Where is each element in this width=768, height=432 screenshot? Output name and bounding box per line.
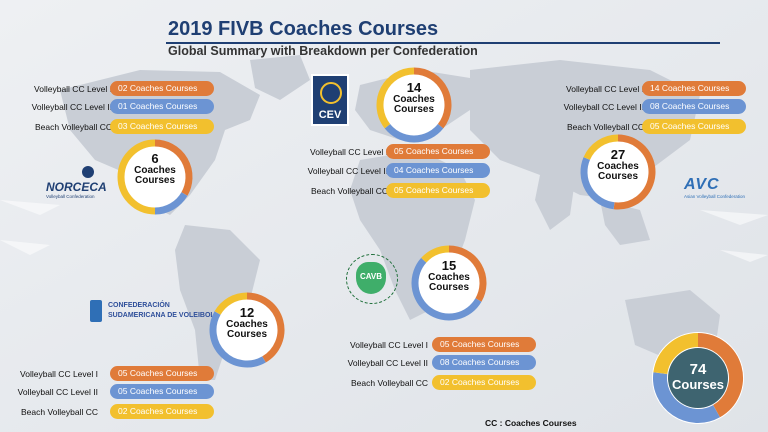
- cavb-level2-label: Volleyball CC Level II: [347, 358, 428, 368]
- level2-segment: [580, 157, 615, 210]
- level2-segment: [653, 372, 720, 423]
- volleyball-player-icon: [82, 166, 94, 178]
- level2-segment: [384, 123, 444, 143]
- avc-total: 27 Coaches Courses: [597, 147, 639, 183]
- norceca-level2-label: Volleyball CC Level II: [31, 102, 112, 112]
- africa-icon: [356, 262, 386, 294]
- cavb-beach-value: 02 Coaches Courses: [432, 375, 536, 390]
- avc-level1-value: 14 Coaches Courses: [642, 81, 746, 96]
- avc-beach-value: 05 Coaches Courses: [642, 119, 746, 134]
- norceca-total: 6 Coaches Courses: [134, 151, 176, 187]
- norceca-level1-value: 02 Coaches Courses: [110, 81, 214, 96]
- beach-segment: [583, 134, 619, 161]
- csv-level2-label: Volleyball CC Level II: [17, 387, 98, 397]
- global-donut: [652, 332, 744, 424]
- cavb-level2-value: 08 Coaches Courses: [432, 355, 536, 370]
- level2-segment: [154, 192, 188, 215]
- level1-segment: [246, 292, 285, 363]
- cev-logo: CEV: [311, 74, 349, 126]
- level2-segment: [411, 257, 482, 321]
- csv-total: 12 Coaches Courses: [226, 305, 268, 341]
- cev-level2-value: 04 Coaches Courses: [386, 163, 490, 178]
- beach-segment: [376, 67, 415, 129]
- beach-segment: [117, 139, 156, 215]
- avc-level2-value: 08 Coaches Courses: [642, 99, 746, 114]
- norceca-beach-value: 03 Coaches Courses: [110, 119, 214, 134]
- cev-beach-value: 05 Coaches Courses: [386, 183, 490, 198]
- norceca-beach-label: Beach Volleyball CC: [34, 122, 112, 132]
- global-total: 74 Courses: [671, 361, 725, 392]
- volleyball-icon: [320, 82, 342, 104]
- level1-segment: [448, 245, 487, 302]
- avc-beach-label: Beach Volleyball CC: [566, 122, 644, 132]
- level2-segment: [209, 311, 266, 368]
- cavb-level1-value: 05 Coaches Courses: [432, 337, 536, 352]
- csv-logo: CONFEDERACIÓN SUDAMERICANA DE VOLEIBOL: [90, 300, 230, 330]
- level1-segment: [697, 333, 743, 418]
- cev-level2-label: Volleyball CC Level II: [307, 166, 388, 176]
- cev-total: 14 Coaches Courses: [393, 80, 435, 116]
- norceca-logo: NORCECA Volleyball Confederation: [46, 166, 118, 210]
- csv-emblem-icon: [90, 300, 102, 322]
- level1-segment: [413, 67, 452, 129]
- csv-level1-value: 05 Coaches Courses: [110, 366, 214, 381]
- cavb-beach-label: Beach Volleyball CC: [350, 378, 428, 388]
- norceca-level2-value: 01 Coaches Courses: [110, 99, 214, 114]
- norceca-level1-label: Volleyball CC Level I: [34, 84, 112, 94]
- level1-segment: [613, 134, 656, 210]
- cev-donut: [376, 67, 452, 143]
- page-title: 2019 FIVB Coaches Courses: [168, 18, 439, 40]
- cavb-donut: [411, 245, 487, 321]
- cev-level1-value: 05 Coaches Courses: [386, 144, 490, 159]
- beach-segment: [653, 333, 699, 375]
- norceca-donut: [117, 139, 193, 215]
- cev-beach-label: Beach Volleyball CC: [310, 186, 388, 196]
- beach-segment: [421, 245, 450, 263]
- title-underline: [166, 42, 720, 44]
- avc-logo: AVC Asian Volleyball Confederation: [684, 176, 746, 199]
- csv-level2-value: 05 Coaches Courses: [110, 384, 214, 399]
- page-subtitle: Global Summary with Breakdown per Confed…: [168, 44, 478, 58]
- avc-level1-label: Volleyball CC Level I: [566, 84, 644, 94]
- cavb-level1-label: Volleyball CC Level I: [350, 340, 428, 350]
- cavb-logo: CAVB: [338, 248, 404, 308]
- csv-donut: [209, 292, 285, 368]
- csv-beach-label: Beach Volleyball CC: [20, 407, 98, 417]
- beach-segment: [214, 292, 248, 315]
- footnote: CC : Coaches Courses: [485, 418, 577, 428]
- avc-level2-label: Volleyball CC Level II: [563, 102, 644, 112]
- avc-donut: [580, 134, 656, 210]
- cavb-total: 15 Coaches Courses: [428, 258, 470, 294]
- csv-beach-value: 02 Coaches Courses: [110, 404, 214, 419]
- cev-level1-label: Volleyball CC Level I: [310, 147, 388, 157]
- level1-segment: [154, 139, 193, 196]
- csv-level1-label: Volleyball CC Level I: [20, 369, 98, 379]
